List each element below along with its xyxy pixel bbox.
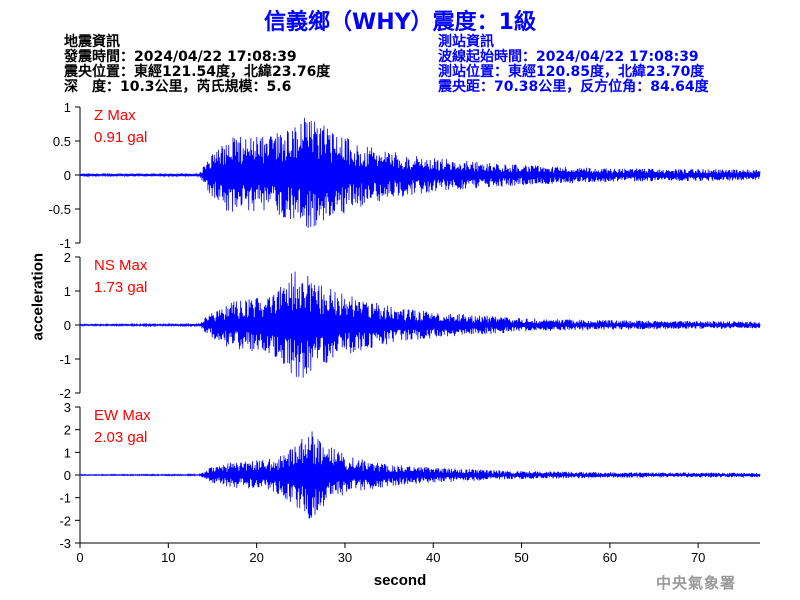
x-tick-label: 50	[514, 550, 528, 565]
x-tick-label: 60	[603, 550, 617, 565]
ns-y-tick-label: 2	[64, 250, 71, 265]
x-tick-label: 10	[161, 550, 175, 565]
ew-y-tick-label: 1	[64, 445, 71, 460]
x-tick-label: 0	[76, 550, 83, 565]
station-info: 測站資訊 波線起始時間：2024/04/22 17:08:39 測站位置：東經1…	[438, 35, 709, 95]
z-y-tick-label: 0	[64, 168, 71, 183]
ns-max-value: 1.73 gal	[94, 279, 147, 296]
z-y-tick-label: 1	[64, 100, 71, 115]
z-y-tick-label: -1	[59, 236, 71, 251]
agency-footer: 中央氣象署	[656, 574, 737, 592]
x-tick-label: 30	[338, 550, 352, 565]
ew-y-tick-label: 0	[64, 468, 71, 483]
ns-y-tick-label: -2	[59, 386, 71, 401]
wave-start-time: 波線起始時間：2024/04/22 17:08:39	[438, 49, 699, 65]
quake-info-heading: 地震資訊	[64, 34, 120, 50]
ew-y-tick-label: -2	[59, 513, 71, 528]
station-info-heading: 測站資訊	[438, 34, 494, 50]
origin-time: 發震時間：2024/04/22 17:08:39	[64, 49, 297, 65]
y-axis-label: acceleration	[29, 252, 47, 341]
station-location: 測站位置：東經120.85度，北緯23.70度	[438, 64, 705, 80]
ns-waveform	[79, 271, 761, 378]
ew-y-tick-label: -1	[59, 491, 71, 506]
x-tick-label: 20	[249, 550, 263, 565]
ew-waveform	[79, 431, 761, 519]
ew-max-label: EW Max	[94, 407, 151, 424]
quake-info: 地震資訊 發震時間：2024/04/22 17:08:39 震央位置：東經121…	[64, 35, 330, 95]
x-tick-label: 70	[691, 550, 705, 565]
ew-y-tick-label: 2	[64, 423, 71, 438]
z-max-value: 0.91 gal	[94, 129, 147, 146]
ns-max-label: NS Max	[94, 257, 148, 274]
epicenter: 震央位置：東經121.54度，北緯23.76度	[64, 64, 331, 80]
ns-y-tick-label: -1	[59, 352, 71, 367]
x-axis-label: second	[373, 572, 427, 589]
ew-max-value: 2.03 gal	[94, 429, 147, 446]
z-waveform	[79, 117, 761, 228]
z-y-tick-label: 0.5	[53, 134, 71, 149]
ns-y-tick-label: 0	[64, 318, 71, 333]
chart-title: 信義鄉（WHY）震度：1級	[264, 10, 536, 35]
z-y-tick-label: -0.5	[49, 202, 71, 217]
ew-y-tick-label: -3	[59, 536, 71, 551]
depth-magnitude: 深 度：10.3公里，芮氏規模：5.6	[64, 79, 292, 95]
ew-y-tick-label: 3	[64, 400, 71, 415]
x-tick-label: 40	[426, 550, 440, 565]
z-max-label: Z Max	[94, 107, 136, 124]
ns-y-tick-label: 1	[64, 284, 71, 299]
distance-azimuth: 震央距：70.38公里，反方位角：84.64度	[438, 79, 709, 95]
